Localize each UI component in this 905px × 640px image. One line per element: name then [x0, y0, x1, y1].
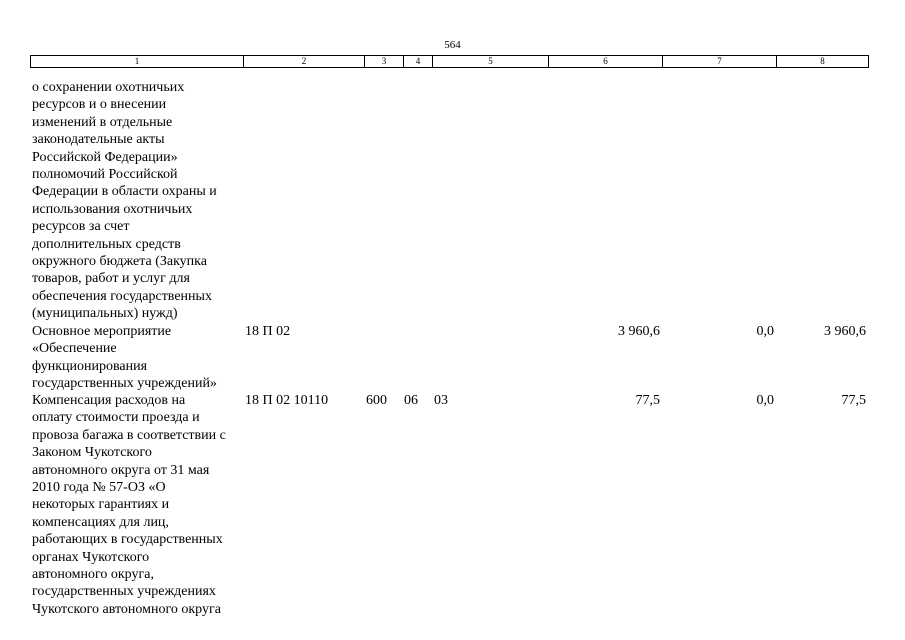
- cell-sum7: 0,0: [756, 393, 775, 408]
- cell-text: автономного округа от 31 мая: [32, 462, 210, 478]
- cell-text: государственных учреждениях: [32, 584, 216, 600]
- cell-sum7: 0,0: [756, 324, 775, 339]
- cell-text: ресурсов за счет: [32, 219, 130, 235]
- cell-text: дополнительных средств: [32, 236, 181, 252]
- cell-vr: 600: [366, 393, 387, 408]
- cell-code: 18 П 02 10110: [245, 393, 329, 408]
- cell-text: Федерации в области охраны и: [32, 184, 217, 200]
- cell-text: Основное мероприятие: [32, 324, 172, 339]
- cell-text: автономного округа,: [32, 567, 154, 582]
- cell-text: изменений в отдельные: [32, 114, 173, 130]
- cell-pr: 03: [434, 393, 448, 408]
- cell-text: компенсациях для лиц,: [32, 514, 169, 530]
- cell-text: 2010 года № 57-ОЗ «О: [32, 480, 166, 495]
- cell-text: обеспечения государственных: [32, 288, 212, 304]
- cell-sum6: 3 960,6: [618, 324, 660, 339]
- header-cell: 5: [432, 55, 549, 68]
- header-cell: 2: [243, 55, 365, 68]
- cell-rz: 06: [404, 393, 418, 408]
- header-cell: 6: [548, 55, 663, 68]
- cell-text: провоза багажа в соответствии с: [32, 427, 226, 443]
- cell-text: окружного бюджета (Закупка: [32, 254, 207, 269]
- cell-text: работающих в государственных: [32, 532, 223, 548]
- cell-sum8: 3 960,6: [824, 324, 866, 339]
- cell-text: некоторых гарантиях и: [32, 497, 170, 513]
- cell-text: (муниципальных) нужд): [32, 306, 178, 322]
- header-cell: 1: [30, 55, 244, 68]
- cell-text: органах Чукотского: [32, 549, 150, 565]
- cell-sum6: 77,5: [635, 393, 661, 408]
- cell-text: государственных учреждений»: [32, 376, 217, 392]
- cell-text: полномочий Российской: [32, 167, 178, 182]
- cell-text: Российской Федерации»: [32, 149, 178, 165]
- cell-text: законодательные акты: [32, 132, 165, 148]
- cell-text: Законом Чукотского: [32, 445, 152, 461]
- cell-text: использования охотничьих: [32, 201, 193, 217]
- header-cell: 4: [403, 55, 433, 68]
- header-cell: 8: [776, 55, 869, 68]
- header-cell: 7: [662, 55, 777, 68]
- cell-text: функционирования: [32, 358, 148, 374]
- cell-sum8: 77,5: [841, 393, 867, 408]
- page-number: 564: [444, 39, 461, 51]
- cell-text: «Обеспечение: [32, 341, 117, 357]
- cell-text: оплату стоимости проезда и: [32, 410, 200, 426]
- cell-text: ресурсов и о внесении: [32, 97, 167, 113]
- cell-text: Чукотского автономного округа: [32, 601, 221, 617]
- cell-text: Компенсация расходов на: [32, 393, 186, 408]
- cell-text: о сохранении охотничьих: [32, 80, 185, 95]
- cell-code: 18 П 02: [245, 324, 291, 339]
- cell-text: товаров, работ и услуг для: [32, 271, 190, 287]
- header-cell: 3: [364, 55, 404, 68]
